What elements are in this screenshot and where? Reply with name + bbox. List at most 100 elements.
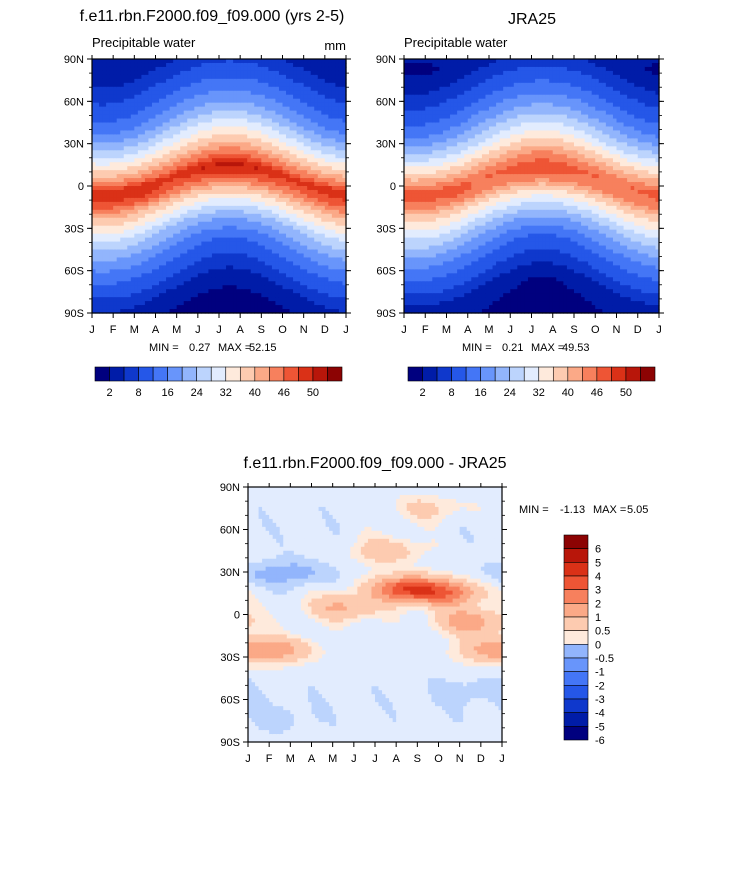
panel1-cell xyxy=(317,74,322,80)
panel1-cell xyxy=(208,245,213,251)
panel1-cell xyxy=(226,134,231,139)
panel1-cell xyxy=(130,114,135,120)
panel1-cell xyxy=(99,74,104,80)
panel1-cell xyxy=(324,178,329,183)
panel2-cell xyxy=(411,225,416,231)
panel1-cell xyxy=(183,186,188,191)
panel1-cell xyxy=(335,134,340,139)
panel1-cell xyxy=(261,118,266,124)
panel1-cell xyxy=(226,118,231,124)
panel1-cell xyxy=(141,118,146,124)
panel1-cell xyxy=(211,70,217,76)
panel1-cell xyxy=(282,130,287,136)
panel1-cell xyxy=(162,110,167,116)
panel1-cell xyxy=(159,289,164,294)
panel1-cell xyxy=(187,174,192,179)
panel1-cell xyxy=(303,182,308,187)
panel1-cell xyxy=(187,74,192,80)
panel1-cell xyxy=(310,249,315,255)
panel1-cell xyxy=(113,98,118,104)
panel1-cell xyxy=(240,297,245,302)
panel1-cell xyxy=(264,170,269,175)
panel1-cell xyxy=(261,305,266,310)
panel1-cell xyxy=(282,90,287,96)
panel1-cell xyxy=(335,170,340,175)
panel1-cell xyxy=(134,146,139,151)
panel1-cell xyxy=(127,245,132,251)
panel1-cell xyxy=(331,122,337,128)
panel1-cell xyxy=(240,257,245,263)
panel1-cell xyxy=(307,249,312,255)
panel1-cell xyxy=(264,265,269,270)
panel1-cell xyxy=(233,78,238,84)
panel1-cell xyxy=(328,289,333,294)
panel1-cell xyxy=(130,166,135,171)
panel1-cell xyxy=(233,98,238,104)
panel1-cell xyxy=(247,62,252,68)
panel1-cell xyxy=(201,78,206,84)
panel1-cell xyxy=(197,142,202,147)
panel1-cell xyxy=(151,229,157,235)
panel1-cell xyxy=(120,189,125,195)
panel1-cell xyxy=(116,126,121,132)
panel1-cell xyxy=(120,201,125,207)
panel1-cell xyxy=(233,197,238,203)
panel1-cell xyxy=(264,257,269,263)
panel1-cell xyxy=(173,126,178,132)
panel1-cell xyxy=(194,189,199,195)
panel1-cell xyxy=(275,301,280,306)
panel1-cell xyxy=(314,269,319,274)
panel1-cell xyxy=(317,229,322,235)
panel1-cell xyxy=(180,82,185,88)
panel1-cell xyxy=(335,126,340,132)
panel1-cell xyxy=(310,154,315,159)
panel1-cell xyxy=(92,265,97,270)
panel1-cell xyxy=(240,205,245,211)
panel1-cell xyxy=(282,257,287,263)
panel1-cell xyxy=(328,233,333,239)
panel1-cell xyxy=(268,281,273,286)
panel1-cell xyxy=(321,122,326,128)
panel1-cell xyxy=(211,281,217,286)
panel1-cell xyxy=(204,166,210,171)
panel1-cell xyxy=(180,154,185,159)
panel1-cell xyxy=(113,189,118,195)
panel1-cell xyxy=(314,90,319,96)
panel1-cell xyxy=(236,305,241,310)
panel1-cell xyxy=(92,70,97,76)
panel1-cell xyxy=(342,301,347,306)
panel1-cell xyxy=(261,62,266,68)
panel1-cell xyxy=(331,154,337,159)
panel1-cell xyxy=(342,221,347,227)
panel1-cell xyxy=(328,158,333,163)
panel1-cell xyxy=(250,138,255,143)
panel1-cell xyxy=(92,150,97,155)
panel1-cell xyxy=(289,273,294,278)
panel1-cell xyxy=(187,106,192,112)
panel1-cell xyxy=(275,297,280,302)
panel1-cell xyxy=(151,146,157,151)
panel1-cell xyxy=(116,138,121,143)
panel1-cell xyxy=(271,193,277,199)
panel1-cell xyxy=(286,146,291,151)
panel1-cell xyxy=(296,102,301,108)
panel1-cell xyxy=(300,126,305,132)
panel1-cell xyxy=(201,233,206,239)
panel1-cell xyxy=(208,59,213,64)
panel1-cell xyxy=(229,269,234,274)
panel1-cell xyxy=(197,265,202,270)
panel1-cell xyxy=(257,154,262,159)
panel1-cell xyxy=(261,281,266,286)
panel1-cell xyxy=(190,170,195,175)
panel1-cell xyxy=(106,197,111,203)
panel1-cell xyxy=(109,146,114,151)
panel1-cell xyxy=(148,189,153,195)
panel1-cell xyxy=(271,189,277,195)
panel2-cell xyxy=(411,170,416,175)
panel1-cell xyxy=(314,209,319,215)
panel1-cell xyxy=(271,269,277,274)
panel1-cell xyxy=(183,253,188,259)
panel1-cell xyxy=(278,78,284,84)
panel1-cell xyxy=(134,241,139,247)
panel1-cell xyxy=(148,110,153,116)
